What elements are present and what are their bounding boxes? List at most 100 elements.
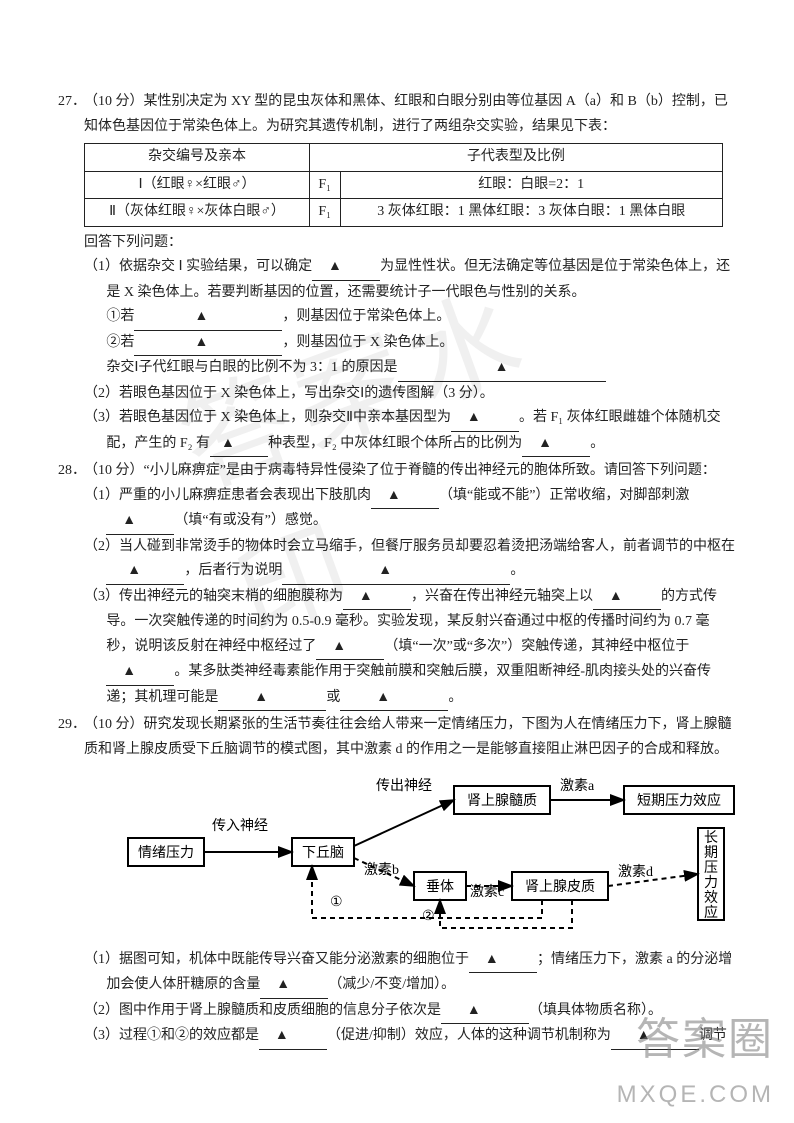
q27-r1c2: F₁ bbox=[309, 171, 340, 199]
q29-p2a: （2）图中作用于肾上腺髓质和皮质细胞的信息分子依次是 bbox=[84, 1003, 441, 1018]
q29-number: 29． bbox=[58, 713, 84, 1050]
svg-text:长: 长 bbox=[704, 830, 718, 846]
q27-number: 27． bbox=[58, 90, 84, 457]
svg-text:传出神经: 传出神经 bbox=[376, 778, 432, 794]
svg-text:情绪压力: 情绪压力 bbox=[138, 845, 194, 861]
blank: ▲ bbox=[451, 406, 519, 432]
svg-text:下丘脑: 下丘脑 bbox=[302, 845, 344, 861]
q27-p3: （3）若眼色基因位于 X 染色体上，则杂交Ⅱ中亲本基因型为▲。若 F₁ 灰体红眼… bbox=[84, 406, 736, 457]
blank: ▲ bbox=[106, 660, 174, 686]
q27-r2c3: 3 灰体红眼：1 黑体红眼：3 灰体白眼：1 黑体白眼 bbox=[340, 199, 722, 227]
blank: ▲ bbox=[106, 509, 174, 535]
svg-text:压: 压 bbox=[704, 861, 718, 876]
flow-diagram: 情绪压力下丘脑肾上腺髓质垂体肾上腺皮质短期压力效应长期压力效应传入神经传出神经激… bbox=[118, 768, 744, 934]
svg-text:短期压力效应: 短期压力效应 bbox=[637, 792, 721, 809]
question-28: 28． （10 分）“小儿麻痹症”是由于病毒特异性侵染了位于脊髓的传出神经元的胞… bbox=[58, 459, 736, 711]
q28-p2a: （2）当人碰到非常烫手的物体时会立马缩手，但餐厅服务员却要忍着烫把汤端给客人，前… bbox=[84, 539, 735, 554]
question-27: 27． （10 分）某性别决定为 XY 型的昆虫灰体和黑体、红眼和白眼分别由等位… bbox=[58, 90, 736, 457]
q27-p3c: 种表型，F₂ 中灰体红眼个体所占的比例为 bbox=[268, 436, 522, 451]
q27-r2c2: F₁ bbox=[309, 199, 340, 227]
blank: ▲ bbox=[260, 973, 328, 999]
svg-text:肾上腺髓质: 肾上腺髓质 bbox=[467, 793, 537, 809]
q27-opt1a: ①若 bbox=[106, 309, 134, 324]
blank: ▲ bbox=[522, 432, 590, 458]
svg-text:肾上腺皮质: 肾上腺皮质 bbox=[525, 879, 595, 895]
svg-text:②: ② bbox=[422, 909, 435, 924]
blank: ▲ bbox=[259, 1024, 327, 1050]
blank: ▲ bbox=[371, 484, 439, 510]
svg-text:激素d: 激素d bbox=[618, 863, 653, 880]
q28-p1a: （1）严重的小儿麻痹症患者会表现出下肢肌肉 bbox=[84, 488, 371, 503]
svg-text:传入神经: 传入神经 bbox=[212, 818, 268, 834]
watermark-br2: MXQE.COM bbox=[617, 1081, 774, 1109]
q29-p3b: （促进/抑制）效应，人体的这种调节机制称为 bbox=[327, 1028, 611, 1043]
q27-p3a: （3）若眼色基因位于 X 染色体上，则杂交Ⅱ中亲本基因型为 bbox=[84, 410, 451, 425]
svg-text:力: 力 bbox=[704, 875, 718, 891]
q27-th1: 杂交编号及亲本 bbox=[85, 144, 310, 172]
q27-opt2: ②若▲，则基因位于 X 染色体上。 bbox=[106, 331, 736, 357]
q28-p3f: 或 bbox=[326, 690, 340, 705]
q27-table: 杂交编号及亲本 子代表型及比例 Ⅰ（红眼♀×红眼♂） F₁ 红眼：白眼=2：1 … bbox=[84, 143, 723, 227]
svg-text:激素a: 激素a bbox=[560, 777, 595, 794]
q27-opt2a: ②若 bbox=[106, 335, 134, 350]
q27-intro: （10 分）某性别决定为 XY 型的昆虫灰体和黑体、红眼和白眼分别由等位基因 A… bbox=[84, 90, 736, 139]
q27-r1c3: 红眼：白眼=2：1 bbox=[340, 171, 722, 199]
blank: ▲ bbox=[210, 432, 268, 458]
blank: ▲ bbox=[469, 948, 537, 974]
q29-intro: （10 分）研究发现长期紧张的生活节奏往往会给人带来一定情绪压力，下图为人在情绪… bbox=[84, 713, 744, 762]
blank: ▲ bbox=[343, 585, 411, 611]
q29-p1: （1）据图可知，机体中既能传导兴奋又能分泌激素的细胞位于▲；情绪压力下，激素 a… bbox=[84, 948, 744, 999]
q28-p3d: （填“一次”或“多次”）突触传递，其神经中枢位于 bbox=[384, 639, 689, 654]
svg-text:垂体: 垂体 bbox=[426, 879, 454, 895]
q28-number: 28． bbox=[58, 459, 84, 711]
q27-opt2b: ，则基因位于 X 染色体上。 bbox=[282, 335, 453, 350]
blank: ▲ bbox=[441, 999, 529, 1025]
q28-p3g: 。 bbox=[448, 690, 462, 705]
q27-opt1b: ，则基因位于常染色体上。 bbox=[282, 309, 450, 324]
q28-p3a: （3）传出神经元的轴突末梢的细胞膜称为 bbox=[84, 589, 343, 604]
q27-th2: 子代表型及比例 bbox=[309, 144, 722, 172]
q28-p1: （1）严重的小儿麻痹症患者会表现出下肢肌肉▲（填“能或不能”）正常收缩，对脚部刺… bbox=[84, 484, 736, 535]
watermark-br1: 答案圈 bbox=[636, 1003, 774, 1067]
q27-opt1: ①若▲，则基因位于常染色体上。 bbox=[106, 305, 736, 331]
q29-diagram: 情绪压力下丘脑肾上腺髓质垂体肾上腺皮质短期压力效应长期压力效应传入神经传出神经激… bbox=[118, 768, 744, 944]
q28-p2c: 。 bbox=[510, 563, 524, 578]
svg-text:①: ① bbox=[330, 895, 343, 910]
blank: ▲ bbox=[593, 585, 661, 611]
blank: ▲ bbox=[398, 356, 606, 382]
q28-p3: （3）传出神经元的轴突末梢的细胞膜称为▲，兴奋在传出神经元轴突上以▲的方式传导。… bbox=[84, 585, 736, 712]
blank: ▲ bbox=[312, 255, 380, 281]
blank: ▲ bbox=[282, 559, 510, 585]
q27-p1a: （1）依据杂交 Ⅰ 实验结果，可以确定 bbox=[84, 259, 312, 274]
q27-p2: （2）若眼色基因位于 X 染色体上，写出杂交Ⅰ的遗传图解（3 分）。 bbox=[84, 382, 736, 407]
svg-text:期: 期 bbox=[704, 845, 718, 861]
blank: ▲ bbox=[134, 305, 282, 331]
question-29: 29． （10 分）研究发现长期紧张的生活节奏往往会给人带来一定情绪压力，下图为… bbox=[58, 713, 736, 1050]
q27-r2c1: Ⅱ（灰体红眼♀×灰体白眼♂） bbox=[85, 199, 310, 227]
q28-p3b: ，兴奋在传出神经元轴突上以 bbox=[411, 589, 593, 604]
blank: ▲ bbox=[340, 686, 448, 712]
blank: ▲ bbox=[106, 559, 184, 585]
page-content: 27． （10 分）某性别决定为 XY 型的昆虫灰体和黑体、红眼和白眼分别由等位… bbox=[0, 0, 794, 1082]
q28-p2b: ，后者行为说明 bbox=[184, 563, 282, 578]
q27-cross-reason: 杂交Ⅰ子代红眼与白眼的比例不为 3：1 的原因是▲ bbox=[106, 356, 736, 382]
svg-text:激素c: 激素c bbox=[470, 883, 504, 900]
q29-p1c: （减少/不变/增加）。 bbox=[328, 977, 455, 992]
q29-p3a: （3）过程①和②的效应都是 bbox=[84, 1028, 259, 1043]
blank: ▲ bbox=[316, 635, 384, 661]
q28-intro: （10 分）“小儿麻痹症”是由于病毒特异性侵染了位于脊髓的传出神经元的胞体所致。… bbox=[84, 459, 736, 484]
q28-p2: （2）当人碰到非常烫手的物体时会立马缩手，但餐厅服务员却要忍着烫把汤端给客人，前… bbox=[84, 535, 736, 585]
q29-p1a: （1）据图可知，机体中既能传导兴奋又能分泌激素的细胞位于 bbox=[84, 952, 469, 967]
svg-text:激素b: 激素b bbox=[364, 861, 399, 878]
svg-text:效: 效 bbox=[704, 890, 718, 906]
blank: ▲ bbox=[218, 686, 326, 712]
blank: ▲ bbox=[134, 331, 282, 357]
q27-p1: （1）依据杂交 Ⅰ 实验结果，可以确定▲为显性性状。但无法确定等位基因是位于常染… bbox=[84, 255, 736, 305]
q28-p1b: （填“能或不能”）正常收缩，对脚部刺激 bbox=[439, 488, 689, 503]
q27-p3d: 。 bbox=[590, 436, 604, 451]
q27-cross-a: 杂交Ⅰ子代红眼与白眼的比例不为 3：1 的原因是 bbox=[106, 360, 397, 375]
q27-aftertable: 回答下列问题： bbox=[84, 231, 736, 256]
svg-text:应: 应 bbox=[704, 904, 718, 921]
q28-p1c: （填“有或没有”）感觉。 bbox=[174, 513, 326, 528]
q27-r1c1: Ⅰ（红眼♀×红眼♂） bbox=[85, 171, 310, 199]
